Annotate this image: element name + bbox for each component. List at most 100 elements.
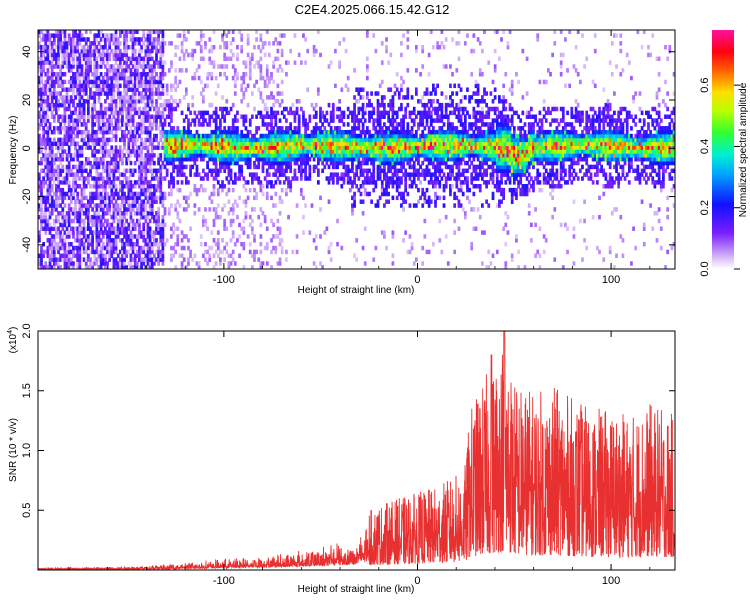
spectrogram-cell — [197, 141, 201, 146]
spectrogram-cell — [229, 176, 233, 181]
spectrogram-cell — [221, 249, 224, 255]
spectrogram-cell — [125, 234, 129, 239]
spectrogram-cell — [387, 137, 391, 143]
spectrogram-cell — [236, 126, 239, 131]
spectrogram-cell — [50, 153, 54, 158]
spectrogram-cell — [95, 118, 99, 123]
spectrogram-cell — [142, 180, 146, 185]
spectrogram-cell — [419, 149, 422, 154]
spectrogram-cell — [108, 172, 112, 177]
spectrogram-cell — [55, 168, 58, 174]
spectrogram-cell — [346, 180, 350, 185]
spectrogram-cell — [250, 145, 254, 150]
spectrogram-cell — [104, 145, 107, 150]
spectrogram-cell — [227, 110, 231, 116]
spectrogram-cell — [378, 176, 382, 181]
spectrogram-cell — [368, 110, 371, 116]
spectrogram-cell — [146, 245, 150, 251]
spectrogram-cell — [50, 241, 54, 247]
spectrogram-cell — [40, 52, 43, 58]
spectrogram-cell — [159, 199, 163, 204]
spectrogram-cell — [161, 91, 165, 96]
spectrogram-cell — [138, 195, 141, 201]
spectrogram-cell — [44, 91, 48, 96]
spectrogram-cell — [353, 153, 356, 158]
spectrogram-cell — [153, 241, 156, 247]
spectrogram-cell — [361, 122, 365, 127]
spectrogram-cell — [123, 37, 126, 42]
spectrogram-cell — [336, 218, 339, 224]
spectrogram-cell — [244, 211, 248, 216]
spectrogram-cell — [52, 118, 56, 123]
spectrogram-cell — [229, 218, 233, 224]
spectrogram-cell — [135, 145, 139, 150]
spectrogram-cell — [131, 83, 135, 89]
spectrogram-cell — [199, 149, 203, 154]
spectrogram-cell — [223, 156, 227, 162]
spectrogram-cell — [159, 156, 163, 162]
spectrogram-cell — [150, 234, 154, 239]
spectrogram-cell — [236, 145, 239, 150]
spectrogram-cell — [365, 168, 369, 174]
spectrogram-cell — [242, 145, 246, 150]
spectrogram-cell — [46, 168, 50, 174]
spectrogram-cell — [172, 245, 175, 251]
spectrogram-cell — [61, 214, 65, 220]
spectrogram-cell — [221, 184, 224, 189]
spectrogram-cell — [159, 56, 163, 62]
spectrogram-cell — [319, 145, 322, 150]
spectrogram-cell — [97, 211, 101, 216]
spectrogram-cell — [121, 110, 124, 116]
spectrogram-cell — [108, 75, 112, 81]
spectrogram-cell — [142, 99, 146, 104]
spectrogram-cell — [287, 180, 290, 185]
spectrogram-cell — [338, 160, 342, 166]
spectrogram-cell — [80, 102, 84, 108]
spectrogram-cell — [153, 199, 156, 204]
spectrogram-cell — [114, 265, 118, 269]
spectrogram-cell — [123, 249, 126, 255]
spectrogram-cell — [287, 156, 290, 162]
spectrogram-cell — [67, 126, 71, 131]
spectrogram-cell — [346, 172, 350, 177]
spectrogram-cell — [110, 168, 114, 174]
spectrogram-cell — [172, 126, 175, 131]
spectrogram-cell — [246, 234, 250, 239]
spectrogram-cell — [272, 245, 276, 251]
spectrogram-cell — [297, 164, 301, 170]
spectrogram-cell — [253, 164, 256, 170]
spectrogram-cell — [69, 64, 73, 69]
spectrogram-cell — [376, 145, 380, 150]
spectrogram-cell — [118, 207, 122, 212]
spectrogram-cell — [225, 249, 229, 255]
spectrogram-cell — [397, 141, 401, 146]
spectrogram-cell — [380, 110, 384, 116]
spectrogram-cell — [78, 207, 82, 212]
spectrogram-cell — [135, 122, 139, 127]
spectrogram-cell — [395, 145, 399, 150]
spectrogram-cell — [210, 60, 214, 65]
spectrogram-cell — [104, 91, 107, 96]
spectrogram-cell — [280, 172, 284, 177]
spectrogram-cell — [272, 95, 276, 100]
spectrogram-cell — [142, 160, 146, 166]
spectrogram-cell — [278, 141, 282, 146]
spectrogram-cell — [125, 249, 129, 255]
spectrogram-cell — [304, 156, 307, 162]
spectrogram-cell — [86, 118, 90, 123]
spectrogram-cell — [414, 141, 418, 146]
spectrogram-cell — [363, 168, 367, 174]
spectrogram-cell — [389, 99, 393, 104]
spectrogram-cell — [242, 79, 246, 85]
spectrogram-cell — [108, 249, 112, 255]
spectrogram-cell — [42, 126, 45, 131]
spectrogram-cell — [414, 172, 418, 177]
spectrogram-cell — [131, 184, 135, 189]
spectrogram-cell — [114, 122, 118, 127]
spectrogram-cell — [174, 265, 178, 269]
spectrogram-cell — [187, 122, 190, 127]
spectrogram-cell — [170, 176, 173, 181]
spectrogram-cell — [370, 199, 373, 204]
spectrogram-cell — [340, 156, 344, 162]
spectrogram-cell — [314, 153, 318, 158]
